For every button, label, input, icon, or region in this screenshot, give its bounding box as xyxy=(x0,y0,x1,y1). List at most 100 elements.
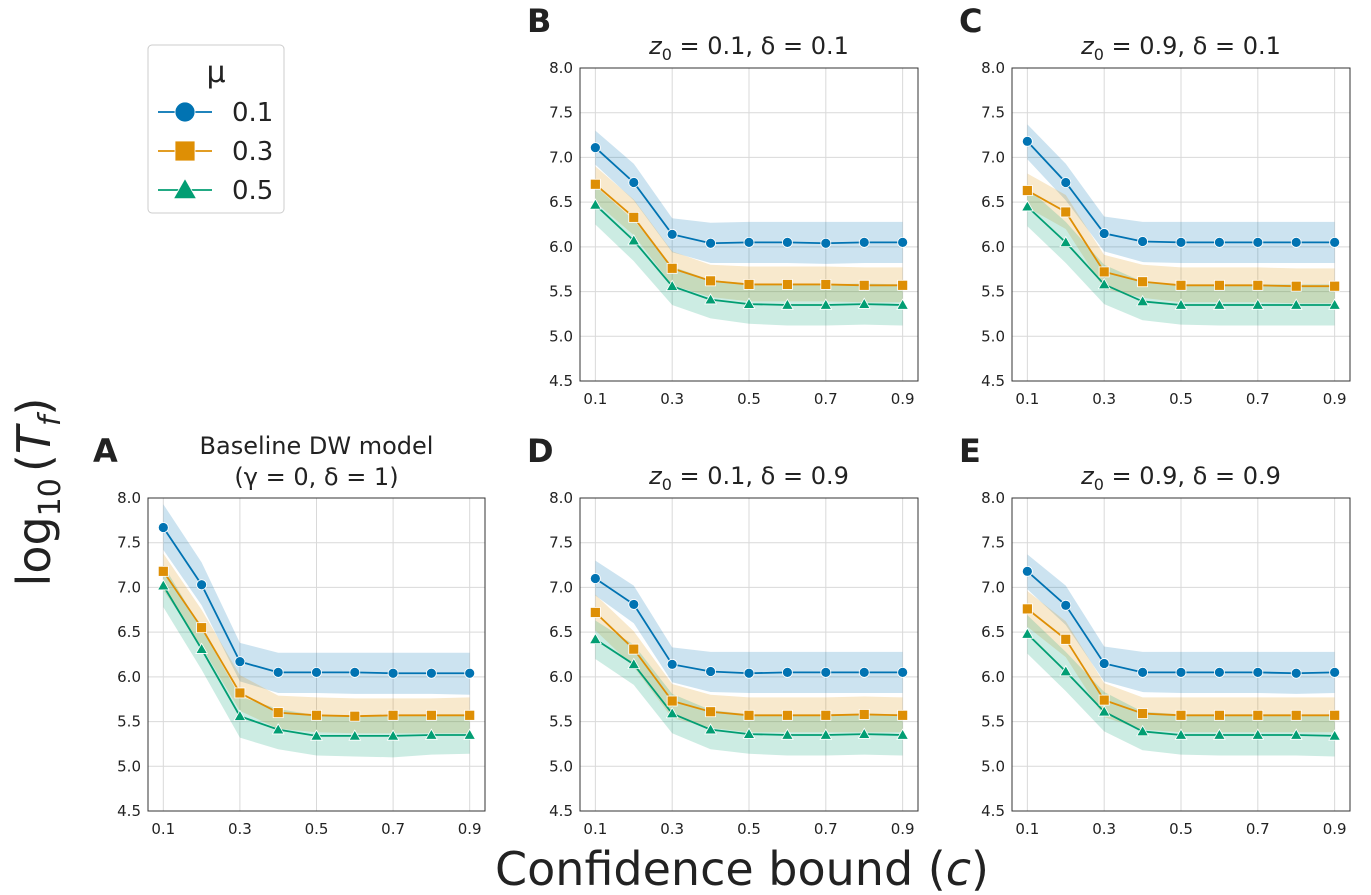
x-tick-label: 0.9 xyxy=(458,820,482,838)
legend-label: 0.1 xyxy=(232,98,273,128)
data-point-mu-0.5 xyxy=(1212,728,1226,740)
panel-letter: C xyxy=(959,2,982,40)
data-point-mu-0.3 xyxy=(897,709,909,721)
y-tick-label: 5.0 xyxy=(117,757,141,775)
data-point-mu-0.1 xyxy=(666,658,678,670)
y-tick-label: 6.0 xyxy=(981,238,1005,256)
y-tick-label: 6.5 xyxy=(117,623,141,641)
axes-frame xyxy=(1011,67,1351,382)
panel-letter: D xyxy=(527,432,554,470)
y-tick-label: 8.0 xyxy=(117,489,141,507)
data-point-mu-0.5 xyxy=(742,297,756,309)
data-point-mu-0.3 xyxy=(387,709,399,721)
y-label-prefix: log xyxy=(7,516,61,586)
y-label-variable: T xyxy=(7,422,61,454)
x-tick-label: 0.1 xyxy=(1015,390,1039,408)
data-point-mu-0.5 xyxy=(1212,298,1226,310)
data-point-mu-0.1 xyxy=(234,656,246,668)
data-point-mu-0.5 xyxy=(1097,705,1111,717)
title-z: z xyxy=(648,462,663,490)
panel-title: z0 = 0.9, δ = 0.1 xyxy=(1080,32,1281,64)
title-z-subscript: 0 xyxy=(1094,475,1104,494)
data-point-mu-0.1 xyxy=(628,177,640,188)
panel-b: 4.5 5.0 5.5 6.0 6.5 7.0 7.5 8.0 0.1 0.3 0.5 0.7 0.9 B… xyxy=(527,2,919,408)
confidence-band-mu-0.5 xyxy=(1027,615,1335,757)
title-z-subscript: 0 xyxy=(1094,45,1104,64)
legend-entry: 0.1 xyxy=(158,98,273,128)
data-point-mu-0.3 xyxy=(349,710,361,722)
data-point-mu-0.3 xyxy=(1214,709,1225,721)
data-point-mu-0.3 xyxy=(1137,276,1148,288)
x-tick-label: 0.5 xyxy=(1169,820,1193,838)
axes-frame xyxy=(147,497,486,812)
y-tick-label: 6.0 xyxy=(549,238,573,256)
data-point-mu-0.1 xyxy=(589,142,601,153)
title-rest: = 0.1, δ = 0.9 xyxy=(672,462,849,490)
y-tick-label: 5.5 xyxy=(117,713,141,731)
data-point-mu-0.5 xyxy=(819,298,833,310)
legend-entries: 0.1 0.3 0.5 xyxy=(158,98,273,206)
data-point-mu-0.5 xyxy=(1020,627,1034,639)
data-point-mu-0.1 xyxy=(1175,236,1187,248)
y-tick-label: 7.5 xyxy=(117,534,141,552)
x-tick-label: 0.7 xyxy=(381,820,405,838)
data-point-mu-0.5 xyxy=(271,723,285,735)
data-point-mu-0.5 xyxy=(665,706,679,719)
data-point-mu-0.3 xyxy=(820,279,832,290)
data-point-mu-0.5 xyxy=(1289,298,1303,310)
y-tick-label: 8.0 xyxy=(981,489,1005,507)
data-point-mu-0.1 xyxy=(157,522,169,533)
y-tick-label: 5.0 xyxy=(981,327,1005,345)
data-point-mu-0.1 xyxy=(1290,667,1302,679)
y-tick-label: 8.0 xyxy=(549,59,573,77)
y-tick-label: 7.0 xyxy=(981,578,1005,596)
data-point-mu-0.5 xyxy=(588,632,602,645)
data-point-mu-0.3 xyxy=(705,275,716,287)
title-z: z xyxy=(648,32,663,60)
x-tick-label: 0.5 xyxy=(305,820,329,838)
data-point-mu-0.5 xyxy=(424,728,438,740)
panel-title-line1: Baseline DW model xyxy=(200,432,434,460)
data-point-mu-0.3 xyxy=(1098,694,1110,706)
panel-letter: A xyxy=(93,432,118,470)
panel-letter: B xyxy=(527,2,551,40)
y-tick-label: 6.5 xyxy=(981,193,1005,211)
y-tick-label: 6.0 xyxy=(981,668,1005,686)
data-point-mu-0.3 xyxy=(820,709,832,721)
data-point-mu-0.5 xyxy=(665,279,679,291)
data-point-mu-0.1 xyxy=(349,666,361,678)
data-point-mu-0.3 xyxy=(743,709,755,721)
data-point-mu-0.5 xyxy=(1289,728,1303,740)
data-point-mu-0.1 xyxy=(743,667,755,679)
data-point-mu-0.3 xyxy=(1329,280,1341,292)
x-tick-label: 0.5 xyxy=(1169,390,1193,408)
data-point-mu-0.3 xyxy=(666,695,678,707)
title-z: z xyxy=(1080,462,1095,490)
data-point-mu-0.3 xyxy=(1175,279,1187,291)
data-point-mu-0.5 xyxy=(1059,664,1073,677)
data-point-mu-0.3 xyxy=(1098,266,1110,278)
data-point-mu-0.5 xyxy=(896,728,910,740)
data-point-mu-0.5 xyxy=(1328,298,1342,310)
data-point-mu-0.1 xyxy=(897,236,909,248)
data-point-mu-0.3 xyxy=(1137,708,1148,719)
data-point-mu-0.5 xyxy=(1251,298,1265,310)
panel-d: 4.5 5.0 5.5 6.0 6.5 7.0 7.5 8.0 0.1 0.3 0.5 0.7 0.9 D… xyxy=(527,432,919,838)
data-point-mu-0.3 xyxy=(589,607,601,618)
data-point-mu-0.5 xyxy=(233,709,247,721)
data-point-mu-0.5 xyxy=(1174,298,1188,310)
panel-title: z0 = 0.1, δ = 0.9 xyxy=(648,462,849,494)
legend-marker-circle xyxy=(174,101,196,123)
data-point-mu-0.3 xyxy=(1214,279,1225,291)
data-point-mu-0.1 xyxy=(1214,236,1225,248)
y-tick-label: 7.5 xyxy=(549,104,573,122)
data-point-mu-0.1 xyxy=(387,667,399,679)
data-point-mu-0.3 xyxy=(858,279,870,291)
y-tick-label: 6.0 xyxy=(549,668,573,686)
data-point-mu-0.5 xyxy=(463,728,477,740)
panel-e: 4.5 5.0 5.5 6.0 6.5 7.0 7.5 8.0 0.1 0.3 0.5 0.7 0.9 E… xyxy=(959,432,1351,838)
y-tick-label: 7.0 xyxy=(549,148,573,166)
y-tick-label: 5.5 xyxy=(981,713,1005,731)
data-point-mu-0.5 xyxy=(1020,200,1034,212)
y-tick-label: 6.5 xyxy=(549,623,573,641)
